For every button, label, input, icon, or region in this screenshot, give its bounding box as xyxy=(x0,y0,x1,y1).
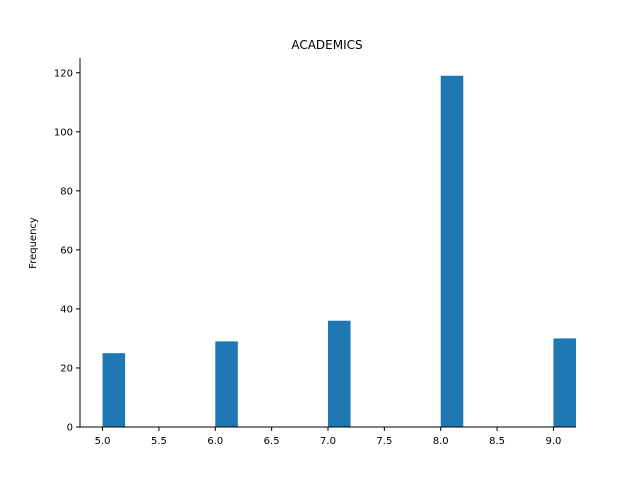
bar-1 xyxy=(215,341,238,427)
bar-3 xyxy=(440,75,464,427)
y-axis-label: Frequency xyxy=(28,217,39,269)
y-tick-label-6: 120 xyxy=(54,68,73,79)
y-tick-label-3: 60 xyxy=(60,245,73,256)
x-tick-label-7: 8.5 xyxy=(489,436,505,447)
y-axis-ticks: 0 20 40 60 80 100 120 xyxy=(54,68,80,434)
x-axis-ticks: 5.0 5.5 6.0 6.5 7.0 7.5 8.0 8.5 9.0 xyxy=(95,427,562,447)
bar-4 xyxy=(553,338,576,427)
x-tick-label-8: 9.0 xyxy=(546,436,562,447)
x-tick-label-0: 5.0 xyxy=(95,436,111,447)
x-tick-label-2: 6.0 xyxy=(207,436,223,447)
bar-2 xyxy=(328,320,351,427)
x-tick-label-4: 7.0 xyxy=(320,436,336,447)
bar-0 xyxy=(102,353,126,427)
y-tick-label-1: 20 xyxy=(60,363,73,374)
y-tick-label-5: 100 xyxy=(54,127,73,138)
y-tick-label-0: 0 xyxy=(67,423,73,434)
chart-title: ACADEMICS xyxy=(291,38,362,52)
bars-group xyxy=(102,75,576,427)
x-tick-label-1: 5.5 xyxy=(151,436,167,447)
y-tick-label-4: 80 xyxy=(60,186,73,197)
x-tick-label-5: 7.5 xyxy=(376,436,392,447)
y-tick-label-2: 40 xyxy=(60,304,73,315)
x-tick-label-6: 8.0 xyxy=(433,436,449,447)
x-tick-label-3: 6.5 xyxy=(264,436,280,447)
